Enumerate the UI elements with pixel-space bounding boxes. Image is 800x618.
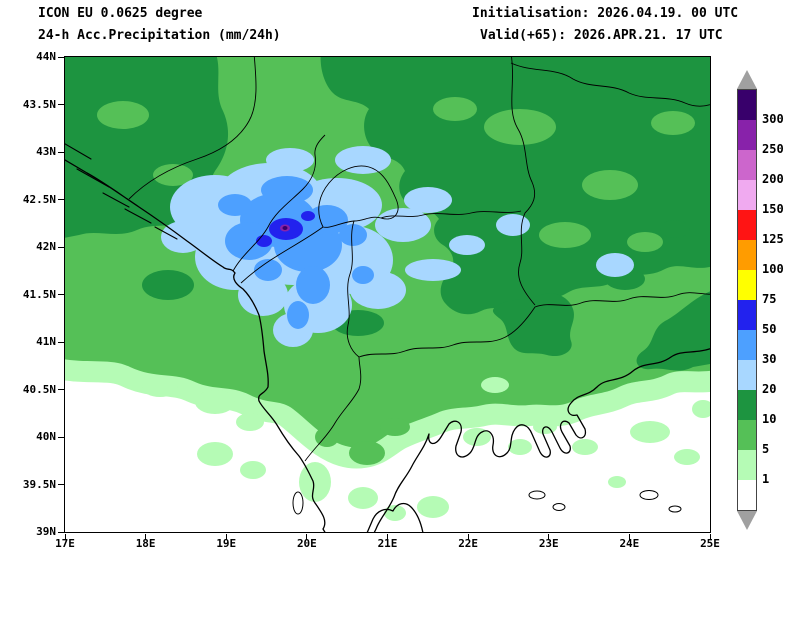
y-tick	[58, 199, 64, 200]
x-tick	[548, 534, 550, 540]
x-tick-label: 23E	[538, 537, 559, 550]
legend-segment	[738, 120, 756, 150]
x-tick	[145, 534, 147, 540]
legend-segment	[738, 390, 756, 420]
x-tick-label: 18E	[135, 537, 156, 550]
x-tick	[225, 534, 227, 540]
y-tick	[58, 531, 64, 533]
x-tick	[64, 534, 66, 540]
border-albania-macedonia	[346, 220, 360, 358]
legend-level-label: 20	[762, 382, 777, 396]
country-borders	[128, 57, 710, 462]
border-danube	[510, 62, 710, 107]
coastline	[65, 143, 710, 532]
legend-level-label: 1	[762, 472, 770, 486]
y-tick	[58, 151, 64, 153]
x-tick-label: 19E	[216, 537, 237, 550]
x-tick	[467, 534, 469, 540]
y-tick	[58, 341, 64, 343]
legend-level-label: 150	[762, 202, 784, 216]
coastline-adriatic	[65, 159, 326, 532]
x-tick	[709, 534, 711, 540]
legend-segment	[738, 330, 756, 360]
y-tick-label: 39N	[36, 525, 56, 538]
legend-segment	[738, 420, 756, 450]
precip-level-1mm-blobs	[142, 377, 710, 521]
y-tick	[58, 389, 64, 390]
y-tick-label: 39.5N	[22, 477, 56, 491]
legend-arrow-down-icon	[737, 511, 757, 530]
precip-level-30mm-blobs	[218, 176, 374, 329]
aegean-islands	[528, 490, 682, 513]
legend-segment	[738, 240, 756, 270]
y-tick	[58, 294, 64, 295]
border-serbia-bulgaria-macedonia	[511, 57, 536, 306]
legend-segment	[738, 180, 756, 210]
x-tick-label: 25E	[700, 537, 720, 550]
y-tick-label: 40.5N	[22, 382, 56, 396]
precip-field	[65, 57, 710, 521]
legend-segment	[738, 360, 756, 390]
border-serbia-macedonia	[380, 210, 522, 219]
border-greece-north	[304, 292, 710, 462]
legend-segment	[738, 480, 756, 510]
precip-5mm-holes	[97, 97, 695, 465]
x-tick	[306, 534, 308, 540]
border-croatia-bosnia	[128, 57, 257, 200]
legend-level-label: 30	[762, 352, 777, 366]
precipitation-map	[65, 57, 710, 532]
y-tick	[58, 484, 64, 485]
legend-segment	[738, 150, 756, 180]
y-tick	[58, 246, 64, 248]
y-tick-label: 43N	[36, 145, 56, 158]
x-tick-label: 17E	[55, 537, 75, 550]
x-tick	[387, 534, 388, 540]
legend-level-label: 100	[762, 262, 784, 276]
legend-level-label: 250	[762, 142, 784, 156]
legend-segment	[738, 450, 756, 480]
legend-colorbar	[737, 89, 757, 511]
legend-arrow-up-icon	[737, 70, 757, 89]
legend-level-label: 50	[762, 322, 777, 336]
x-tick-label: 20E	[296, 537, 317, 550]
y-tick-label: 40N	[36, 430, 56, 443]
y-tick-label: 42.5N	[22, 192, 56, 206]
y-tick	[58, 436, 64, 438]
x-tick-label: 24E	[619, 537, 640, 550]
coastline-aegean	[373, 347, 710, 532]
legend-level-label: 10	[762, 412, 777, 426]
border-bosnia-serbia-montenegro	[232, 134, 326, 272]
y-tick	[58, 56, 64, 58]
y-tick-label: 44N	[36, 50, 56, 63]
coastline-islands	[65, 143, 178, 240]
y-tick-label: 42N	[36, 240, 56, 253]
y-tick-label: 41N	[36, 335, 56, 348]
legend-level-label: 125	[762, 232, 784, 246]
legend-segment	[738, 300, 756, 330]
legend-level-label: 75	[762, 292, 777, 306]
product-title: 24-h Acc.Precipitation (mm/24h)	[38, 28, 281, 43]
island-corfu	[292, 491, 304, 515]
x-tick-label: 22E	[458, 537, 479, 550]
valid-time: Valid(+65): 2026.APR.21. 17 UTC	[480, 28, 723, 43]
model-title: ICON EU 0.0625 degree	[38, 6, 203, 21]
legend-level-label: 5	[762, 442, 770, 456]
x-tick-label: 21E	[377, 537, 398, 550]
initialisation-time: Initialisation: 2026.04.19. 00 UTC	[472, 6, 739, 21]
coastline-gulfs	[366, 502, 424, 532]
y-tick	[58, 104, 64, 105]
legend-segment	[738, 210, 756, 240]
precip-max-core	[280, 224, 290, 232]
y-tick-label: 43.5N	[22, 97, 56, 111]
border-montenegro-albania	[240, 226, 324, 284]
legend-level-label: 200	[762, 172, 784, 186]
legend-segment	[738, 90, 756, 120]
y-tick-label: 41.5N	[22, 287, 56, 301]
legend-level-label: 300	[762, 112, 784, 126]
legend-segment	[738, 270, 756, 300]
x-tick	[628, 534, 630, 540]
